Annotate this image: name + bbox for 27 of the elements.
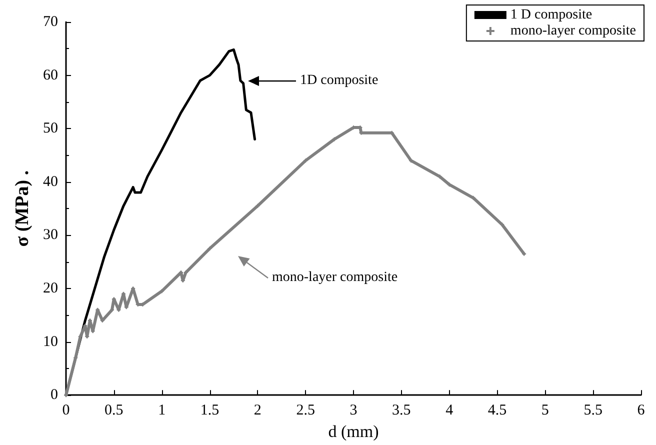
y-tick-label: 40 — [43, 174, 58, 190]
legend-label: mono-layer composite — [510, 24, 636, 38]
x-tick-label: 4 — [446, 402, 454, 419]
y-tick-label: 10 — [43, 334, 58, 350]
x-tick-label: 6 — [637, 402, 646, 419]
y-tick-label: 60 — [43, 67, 58, 84]
y-tick-label: 20 — [43, 280, 58, 296]
x-tick-label: 3 — [350, 402, 358, 419]
legend-label: 1 D composite — [510, 8, 592, 22]
y-axis-title: σ (MPa) . — [12, 170, 33, 247]
y-tick-label: 50 — [43, 120, 58, 137]
annotation: 1D composite — [300, 73, 378, 89]
x-tick-label: 2 — [254, 402, 262, 419]
x-tick-label: 1.5 — [200, 402, 220, 419]
x-tick-label: 5 — [541, 402, 549, 419]
x-tick-label: 2.5 — [296, 402, 315, 419]
x-tick-label: 1 — [158, 402, 166, 419]
y-tick-label: 30 — [43, 227, 58, 244]
x-tick-label: 0 — [62, 402, 70, 419]
annotation: mono-layer composite — [272, 270, 398, 286]
x-tick-label: 3.5 — [392, 402, 411, 419]
x-tick-label: 4.5 — [488, 402, 507, 419]
y-tick-label: 70 — [43, 14, 58, 30]
x-tick-label: 0.5 — [104, 402, 124, 419]
x-axis-title: d (mm) — [328, 422, 379, 441]
x-tick-label: 5.5 — [584, 402, 602, 419]
y-tick-label: 0 — [50, 387, 58, 404]
